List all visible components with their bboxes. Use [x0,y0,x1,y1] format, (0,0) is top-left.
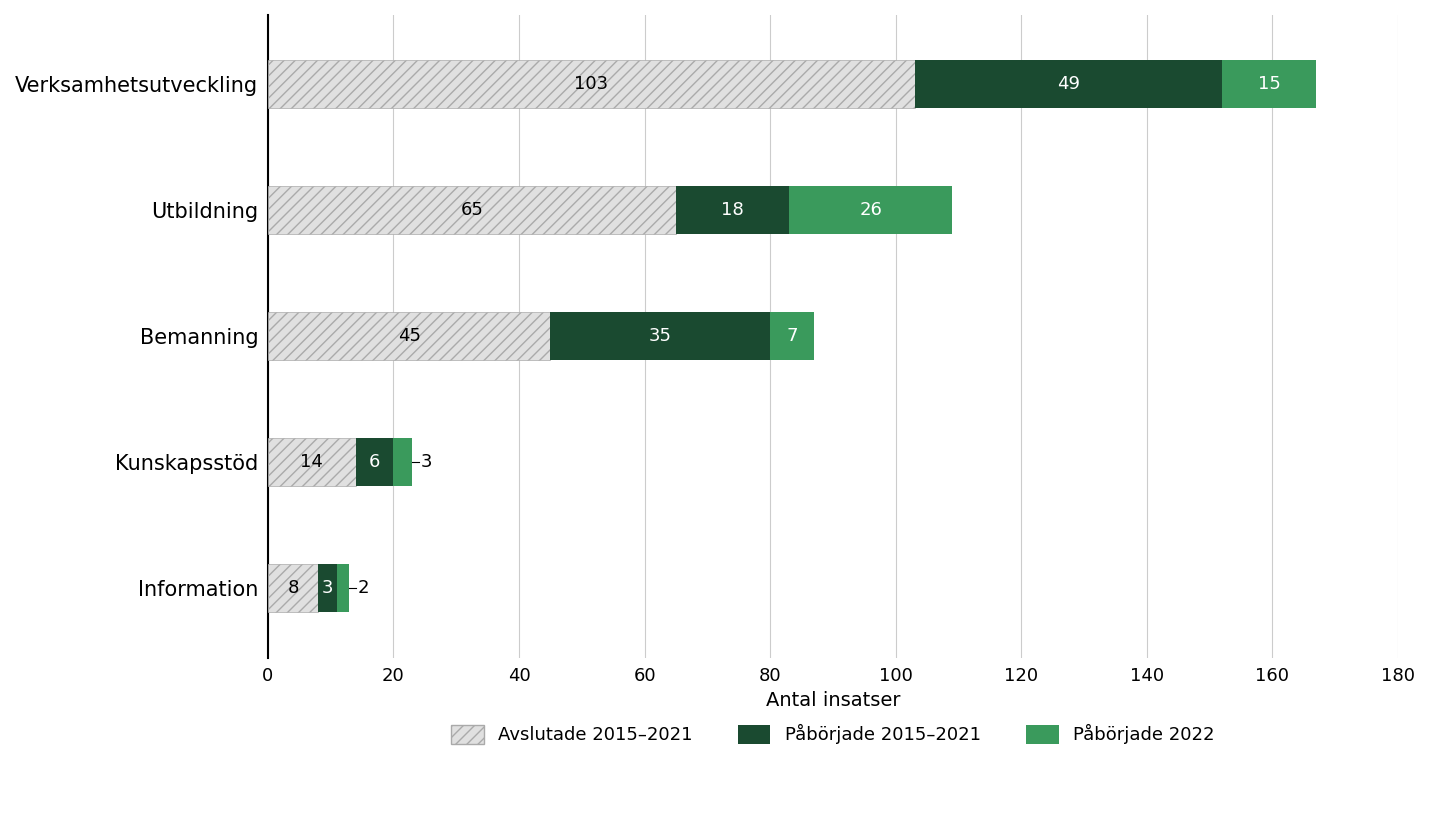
Text: 3: 3 [322,580,333,597]
Text: 8: 8 [287,580,299,597]
Bar [267,312,551,361]
Bar [771,312,814,361]
Bar [267,187,676,234]
Bar [393,438,412,486]
Text: 3: 3 [420,453,432,471]
Bar [789,187,952,234]
Legend: Avslutade 2015–2021, Påbörjade 2015–2021, Påbörjade 2022: Avslutade 2015–2021, Påbörjade 2015–2021… [445,717,1221,751]
Bar [551,312,771,361]
Bar [676,187,789,234]
Text: 49: 49 [1057,75,1080,93]
Text: 14: 14 [300,453,323,471]
Bar [1223,60,1317,108]
Text: 45: 45 [398,327,420,346]
Text: 103: 103 [573,75,608,93]
X-axis label: Antal insatser: Antal insatser [765,691,899,710]
Text: 35: 35 [649,327,672,346]
Text: 26: 26 [859,202,882,219]
Bar [915,60,1223,108]
Text: 65: 65 [460,202,483,219]
Bar [317,565,337,612]
Text: 18: 18 [721,202,744,219]
Text: 2: 2 [358,580,369,597]
Bar [267,60,915,108]
Text: 7: 7 [787,327,798,346]
Bar [267,565,317,612]
Text: 15: 15 [1258,75,1281,93]
Bar [267,438,356,486]
Bar [337,565,349,612]
Text: 6: 6 [369,453,380,471]
Bar [356,438,393,486]
